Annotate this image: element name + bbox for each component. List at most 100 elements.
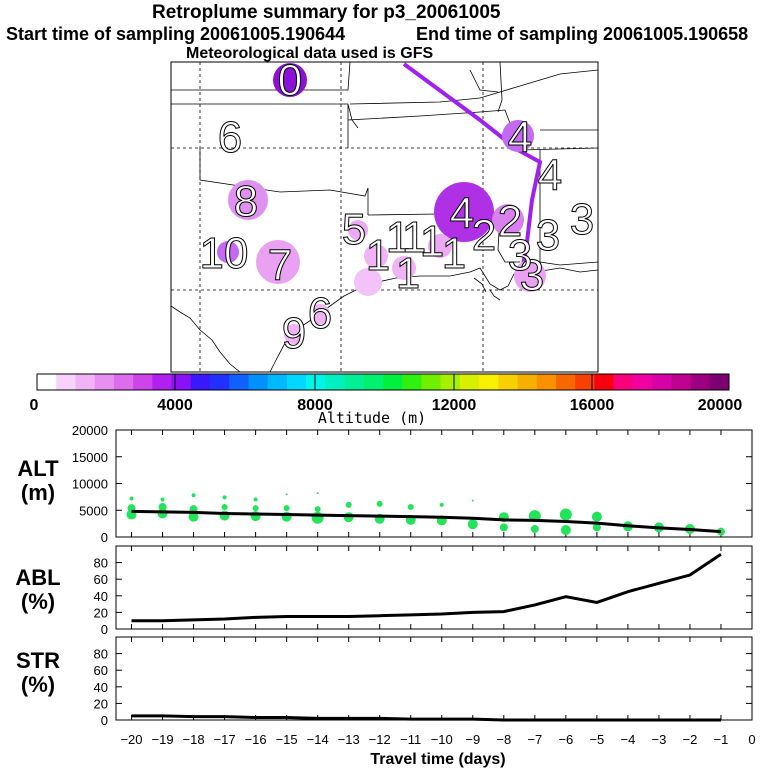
abl-panel-label: ABL (%) — [15, 565, 60, 614]
plume-circle-day10 — [217, 241, 239, 263]
x-tick-label: −2 — [683, 732, 698, 747]
colorbar-swatch — [325, 374, 345, 390]
day-label: 1 — [420, 217, 444, 266]
x-axis-title: Travel time (days) — [370, 751, 505, 768]
colorbar-swatch — [344, 374, 365, 390]
colorbar-tick: 4000 — [157, 397, 193, 414]
day-label: 7 — [268, 241, 292, 290]
colorbar-swatch — [594, 374, 614, 390]
altitude-colorbar — [36, 373, 730, 391]
plume-circle-day1d — [428, 234, 452, 258]
altitude-point — [188, 511, 199, 522]
x-tick-label: −10 — [431, 732, 453, 747]
day-label: 3 — [520, 251, 544, 300]
x-tick-label: −8 — [496, 732, 511, 747]
colorbar-swatch — [575, 374, 595, 390]
plume-circle-day5 — [348, 220, 368, 240]
x-tick-label: −16 — [245, 732, 267, 747]
day-labels: 0 6 8 10 7 5 4 4 4 3 3 3 2 1 1 1 1 1 1 9… — [199, 56, 595, 359]
day-label: 6 — [218, 113, 242, 162]
colorbar-swatch — [536, 374, 557, 390]
day-label: 1 — [402, 213, 426, 262]
day-label: 8 — [234, 177, 258, 226]
colorbar-swatch — [383, 374, 403, 390]
map-panel: 0 6 8 10 7 5 4 4 4 3 3 3 2 1 1 1 1 1 1 9… — [170, 56, 599, 373]
colorbar-swatch — [152, 374, 172, 390]
altitude-point — [559, 508, 572, 521]
x-tick-label: −11 — [400, 732, 421, 747]
colorbar-swatch — [440, 374, 461, 390]
day-label: 4 — [538, 151, 562, 200]
colorbar-swatch — [133, 374, 153, 390]
y-tick-label: 80 — [94, 647, 108, 662]
plume-circle-day1a — [364, 244, 388, 268]
y-tick-label: 15000 — [72, 450, 108, 465]
y-tick-label: 5000 — [79, 503, 108, 518]
time-series-panels: 05000100001500020000020406080020406080−2… — [72, 423, 756, 747]
colorbar-swatch — [286, 374, 307, 390]
colorbar-swatch — [459, 374, 480, 390]
altitude-point — [222, 495, 227, 500]
altitude-point — [467, 519, 478, 530]
plume-circle-day0 — [273, 63, 307, 97]
colorbar-swatch — [190, 374, 211, 390]
altitude-point — [129, 496, 134, 501]
plume-circle-day1c — [392, 256, 416, 280]
y-tick-label: 0 — [101, 713, 108, 728]
x-tick-label: −15 — [276, 732, 298, 747]
y-tick-label: 20 — [94, 696, 108, 711]
colorbar-swatch — [267, 374, 288, 390]
x-tick-label: −13 — [338, 732, 360, 747]
colorbar-swatch — [402, 374, 422, 390]
plume-circle-day3 — [514, 260, 546, 292]
altitude-point — [407, 504, 414, 511]
colorbar-swatch — [556, 374, 576, 390]
colorbar-swatch — [652, 374, 672, 390]
altitude-point — [314, 506, 321, 513]
colorbar-swatch — [210, 374, 230, 390]
colorbar-swatch — [709, 374, 730, 390]
colorbar-swatch — [517, 374, 538, 390]
colorbar-swatch — [690, 374, 711, 390]
day-label: 1 — [442, 229, 466, 278]
y-tick-label: 60 — [94, 663, 108, 678]
y-tick-label: 80 — [94, 556, 108, 571]
met-data-label: Meteorological data used is GFS — [186, 45, 434, 62]
altitude-point — [591, 511, 602, 522]
x-tick-label: −19 — [152, 732, 174, 747]
x-tick-label: −17 — [214, 732, 236, 747]
colorbar-swatch — [498, 374, 518, 390]
altitude-point — [253, 497, 258, 502]
colorbar-swatch — [363, 374, 384, 390]
panel-labels: ALT (m) ABL (%) STR (%) — [15, 456, 60, 697]
abl-line — [131, 553, 722, 623]
altitude-point — [439, 502, 444, 507]
x-tick-label: −7 — [527, 732, 542, 747]
altitude-point — [345, 501, 352, 508]
colorbar-swatch — [229, 374, 249, 390]
colorbar-tick: 8000 — [297, 397, 333, 414]
x-tick-label: −12 — [369, 732, 391, 747]
day-label: 3 — [536, 211, 560, 260]
colorbar-swatch — [56, 374, 76, 390]
y-tick-label: 40 — [94, 680, 108, 695]
altitude-point — [560, 525, 571, 536]
altitude-point — [316, 492, 319, 495]
day-label: 6 — [308, 289, 332, 338]
colorbar-swatch — [248, 374, 268, 390]
day-label: 2 — [498, 197, 522, 246]
colorbar-tick: 0 — [30, 397, 39, 414]
plume-circles — [217, 63, 546, 344]
altitude-point — [592, 523, 601, 532]
day-label: 9 — [282, 309, 306, 358]
y-tick-label: 0 — [101, 622, 108, 637]
plume-circle-day2 — [492, 204, 524, 236]
plume-circle-day1b — [354, 268, 382, 296]
panel-frame — [115, 545, 753, 630]
plume-circle-day4a — [434, 182, 494, 242]
altitude-point — [471, 499, 474, 502]
altitude-point — [191, 493, 196, 498]
colorbar-label: Altitude (m) — [318, 409, 426, 427]
colorbar-swatch — [632, 374, 653, 390]
